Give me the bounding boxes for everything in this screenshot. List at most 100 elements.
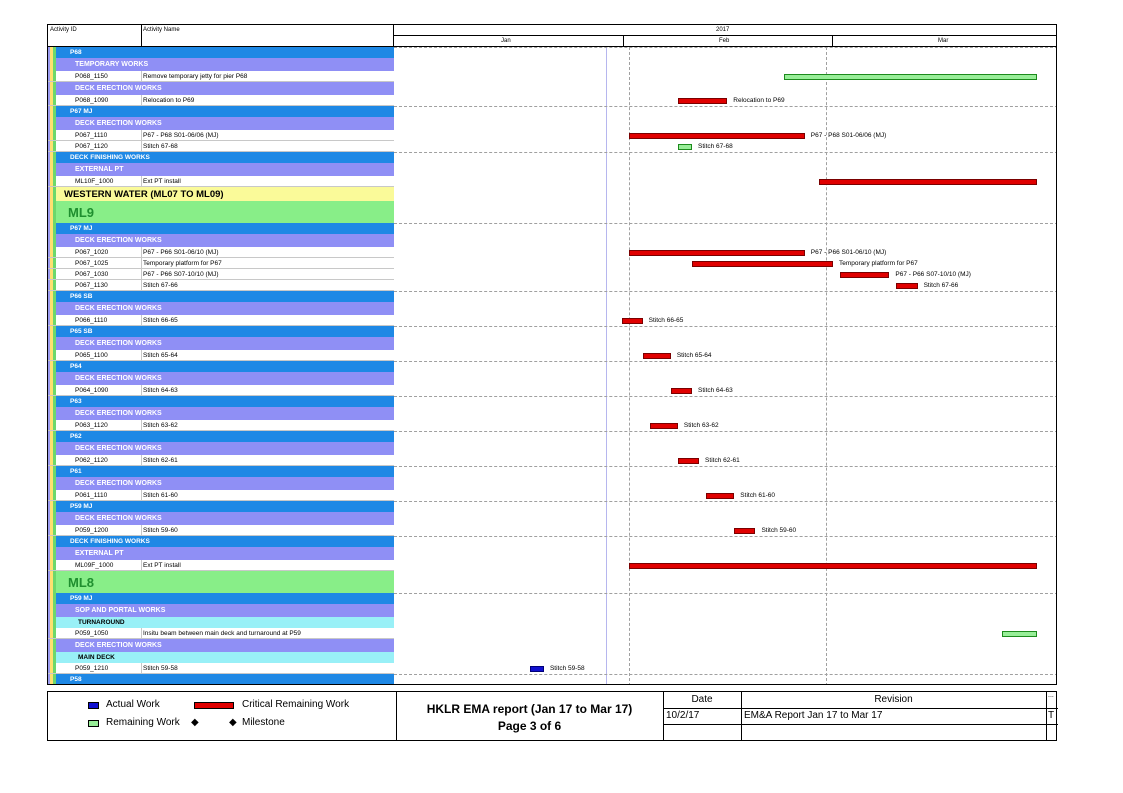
wbs-band[interactable]: P65 SB [48,326,394,337]
wbs-band[interactable]: P63 [48,396,394,407]
wbs-group-band[interactable]: DECK ERECTION WORKS [48,372,394,385]
wbs-band[interactable]: P58 [48,674,394,684]
wbs-band[interactable]: P59 MJ [48,593,394,604]
remaining-work-bar[interactable] [1002,630,1038,637]
column-separator [141,628,142,638]
critical-work-bar[interactable] [706,492,735,499]
critical-work-bar[interactable] [628,132,805,139]
activity-row[interactable]: P066_1110 Stitch 66-65 [48,315,394,326]
critical-work-bar[interactable] [649,422,678,429]
critical-work-bar[interactable] [621,317,643,324]
outline-level-strip [53,442,56,455]
outline-level-strip [53,163,56,176]
activity-row[interactable]: P065_1100 Stitch 65-64 [48,350,394,361]
wbs-group-band[interactable]: DECK ERECTION WORKS [48,512,394,525]
critical-work-bar[interactable] [628,562,1038,569]
wbs-band[interactable]: P66 SB [48,291,394,302]
activity-row[interactable]: P062_1120 Stitch 62-61 [48,455,394,466]
outline-level-strip [53,652,56,663]
outline-level-strip [50,628,53,638]
critical-work-bar[interactable] [734,527,756,534]
critical-work-bar[interactable] [840,271,890,278]
wbs-subgroup-band[interactable]: TURNAROUND [48,617,394,628]
band-label: DECK ERECTION WORKS [75,642,162,649]
outline-level-strip [53,501,56,512]
activity-name: Stitch 63-62 [143,421,178,429]
wbs-group-band[interactable]: TEMPORARY WORKS [48,58,394,71]
wbs-group-band[interactable]: EXTERNAL PT [48,163,394,176]
activity-name: Stitch 62-61 [143,456,178,464]
wbs-band[interactable]: DECK FINISHING WORKS [48,536,394,547]
activity-row[interactable]: P064_1090 Stitch 64-63 [48,385,394,396]
activity-row[interactable]: P061_1110 Stitch 61-60 [48,490,394,501]
activity-row[interactable]: P067_1025 Temporary platform for P67 [48,258,394,269]
critical-work-bar[interactable] [642,352,671,359]
activity-row[interactable]: P067_1030 P67 - P66 S07-10/10 (MJ) [48,269,394,280]
critical-work-bar[interactable] [677,457,700,464]
activity-row[interactable]: P063_1120 Stitch 63-62 [48,420,394,431]
critical-work-bar[interactable] [628,249,805,256]
wbs-band[interactable]: DECK FINISHING WORKS [48,152,394,163]
header-year: 2017 [716,27,730,33]
outline-level-strip [50,431,53,442]
wbs-group-band[interactable]: DECK ERECTION WORKS [48,639,394,652]
wbs-group-band[interactable]: DECK ERECTION WORKS [48,234,394,247]
wbs-band[interactable]: P64 [48,361,394,372]
area-band[interactable]: ML9 [48,201,394,223]
report-title: HKLR EMA report (Jan 17 to Mar 17) [426,702,633,716]
remaining-work-bar[interactable] [677,143,692,150]
wbs-band[interactable]: P62 [48,431,394,442]
wbs-band[interactable]: P61 [48,466,394,477]
critical-work-bar[interactable] [818,178,1038,185]
header-activity-id[interactable]: Activity ID [50,27,77,33]
activity-row[interactable]: P067_1020 P67 - P66 S01-06/10 (MJ) [48,247,394,258]
wbs-group-band[interactable]: DECK ERECTION WORKS [48,407,394,420]
band-label: ML9 [68,204,94,220]
wbs-group-band[interactable]: DECK ERECTION WORKS [48,337,394,350]
column-separator [141,280,142,290]
outline-level-strip [48,385,50,395]
wbs-band[interactable]: P68 [48,47,394,58]
activity-row[interactable]: P068_1090 Relocation to P69 [48,95,394,106]
activity-row[interactable]: P067_1110 P67 - P68 S01-06/06 (MJ) [48,130,394,141]
activity-row[interactable]: ML10F_1000 Ext PT install [48,176,394,187]
wbs-band[interactable]: P67 MJ [48,106,394,117]
critical-work-bar[interactable] [896,282,918,289]
outline-level-strip [48,372,50,385]
activity-name: Stitch 59-58 [143,664,178,672]
wbs-group-band[interactable]: DECK ERECTION WORKS [48,442,394,455]
band-label: P61 [70,468,82,475]
area-band[interactable]: ML8 [48,571,394,593]
actual-work-bar[interactable] [529,665,544,672]
activity-row[interactable]: P067_1130 Stitch 67-66 [48,280,394,291]
wbs-band[interactable]: P59 MJ [48,501,394,512]
activity-row[interactable]: P059_1210 Stitch 59-58 [48,663,394,674]
band-label: P64 [70,363,82,370]
remaining-work-bar[interactable] [783,73,1038,80]
activity-row[interactable]: ML09F_1000 Ext PT install [48,560,394,571]
gantt-chart: Relocation to P69 P67 - P68 S01-06/06 (MJ… [394,25,1056,684]
wbs-group-band[interactable]: EXTERNAL PT [48,547,394,560]
header-activity-name[interactable]: Activity Name [143,27,180,33]
wbs-group-band[interactable]: DECK ERECTION WORKS [48,117,394,130]
critical-work-bar[interactable] [677,97,728,104]
critical-work-bar[interactable] [670,387,692,394]
wbs-group-band[interactable]: DECK ERECTION WORKS [48,82,394,95]
activity-row[interactable]: P059_1050 Insitu beam between main deck a… [48,628,394,639]
project-band[interactable]: WESTERN WATER (ML07 TO ML09) [48,187,394,201]
outline-level-strip [53,315,56,325]
wbs-group-band[interactable]: DECK ERECTION WORKS [48,302,394,315]
wbs-group-band[interactable]: DECK ERECTION WORKS [48,477,394,490]
critical-work-bar[interactable] [692,260,833,267]
wbs-subgroup-band[interactable]: MAIN DECK [48,652,394,663]
chart-group-gridline [394,223,1056,224]
wbs-group-band[interactable]: SOP AND PORTAL WORKS [48,604,394,617]
outline-level-strip [50,593,53,604]
outline-level-strip [48,187,50,201]
activity-row[interactable]: P068_1150 Remove temporary jetty for pier… [48,71,394,82]
wbs-band[interactable]: P67 MJ [48,223,394,234]
outline-level-strip [53,187,56,201]
activity-row[interactable]: P059_1200 Stitch 59-60 [48,525,394,536]
outline-level-strip [48,431,50,442]
activity-row[interactable]: P067_1120 Stitch 67-68 [48,141,394,152]
